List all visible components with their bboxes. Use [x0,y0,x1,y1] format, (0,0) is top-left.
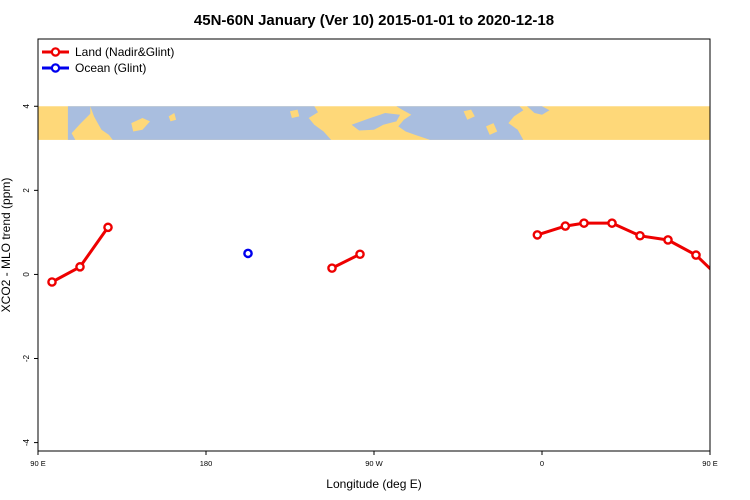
y-tick-label: 0 [22,272,31,277]
series-line [51,226,110,284]
map-ocean-region [67,106,91,140]
data-point [355,249,365,260]
map-island [168,113,177,122]
data-point [691,250,701,260]
map-ocean-region [351,113,401,131]
legend: Land (Nadir&Glint) Ocean (Glint) [42,45,174,75]
data-point [579,218,589,228]
axes: 4 2 0 -2 -4 90 E 180 90 W 0 90 E [22,103,718,468]
legend-item-ocean: Ocean (Glint) [42,61,146,75]
data-point [635,230,645,241]
y-tick-label: -2 [22,354,31,362]
series-land [47,218,727,287]
map-island [131,118,150,132]
y-tick-label: 4 [22,103,31,108]
series-line [536,221,710,271]
legend-label-ocean: Ocean (Glint) [75,61,146,75]
data-point [560,221,571,231]
x-tick-label: 0 [540,459,544,468]
y-tick-label: -4 [22,438,31,446]
map-island [463,109,475,120]
map-ocean-region [90,106,332,140]
map-island [290,109,300,118]
plot-frame [37,38,711,452]
data-point [243,248,253,259]
legend-label-land: Land (Nadir&Glint) [75,45,174,59]
data-point [47,277,57,287]
data-point [720,278,727,285]
y-axis-label: XCO2 - MLO trend (ppm) [0,178,13,313]
data-point [75,262,85,272]
x-tick-label: 90 E [30,459,45,468]
x-tick-label: 180 [200,459,213,468]
data-point [663,235,673,245]
map-island [486,123,498,135]
map-ocean-region [732,106,750,140]
series-layer [47,218,727,287]
chart-title: 45N-60N January (Ver 10) 2015-01-01 to 2… [194,12,554,29]
series-ocean [243,248,253,259]
data-point [532,230,543,240]
legend-item-land: Land (Nadir&Glint) [42,45,174,59]
map-band [38,106,750,140]
map-ocean-region [396,106,524,140]
x-axis-label: Longitude (deg E) [326,477,421,491]
x-tick-label: 90 W [365,459,383,468]
series-line [331,252,361,270]
data-point [103,222,113,233]
data-point [327,263,337,273]
y-tick-label: 2 [22,188,31,193]
data-point [607,218,617,228]
map-ocean-region [527,106,550,115]
x-tick-label: 90 E [702,459,717,468]
